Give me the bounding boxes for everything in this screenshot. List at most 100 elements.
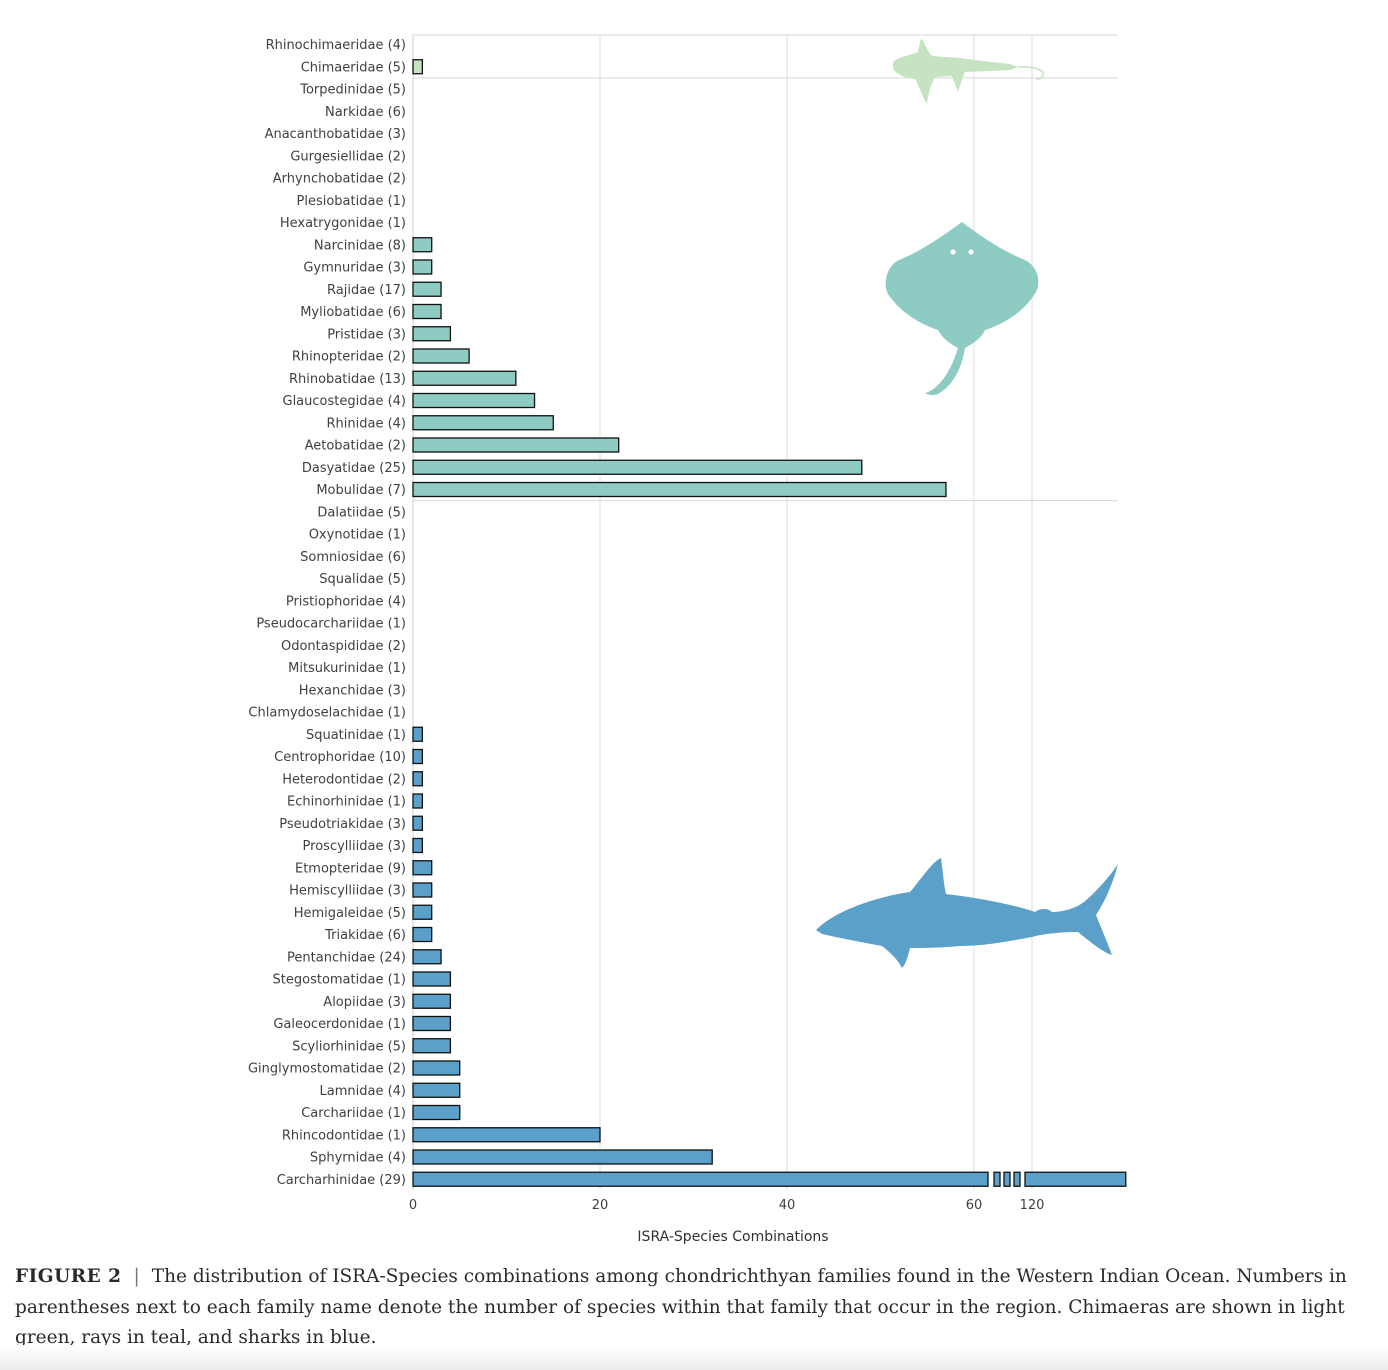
category-label: Chlamydoselachidae (1) — [248, 706, 406, 721]
category-label: Somniosidae (6) — [300, 550, 406, 565]
bar — [412, 860, 433, 876]
category-label: Hemigaleidae (5) — [294, 906, 406, 921]
category-label: Chimaeridae (5) — [301, 60, 406, 75]
category-label: Plesiobatidae (1) — [297, 194, 406, 209]
category-label: Mitsukurinidae (1) — [288, 661, 406, 676]
category-label: Aetobatidae (2) — [305, 439, 406, 454]
bar-break-segment — [1013, 1171, 1021, 1187]
bar — [412, 993, 452, 1009]
bar — [412, 459, 863, 475]
category-label: Rhinopteridae (2) — [292, 350, 406, 365]
bar — [412, 59, 424, 75]
bar — [412, 815, 424, 831]
category-label: Lamnidae (4) — [320, 1084, 407, 1099]
bar — [412, 1060, 461, 1076]
x-axis-title: ISRA-Species Combinations — [637, 1229, 828, 1245]
category-label: Hexanchidae (3) — [299, 683, 406, 698]
bar — [412, 1015, 452, 1032]
bar — [412, 971, 452, 987]
category-label: Pristiophoridae (4) — [286, 594, 406, 609]
category-label: Rajidae (17) — [327, 283, 406, 298]
category-label: Echinorhinidae (1) — [287, 795, 406, 810]
bar — [412, 926, 433, 943]
bar — [412, 348, 470, 364]
category-label: Sphyrnidae (4) — [310, 1151, 406, 1166]
category-label: Scyliorhinidae (5) — [292, 1039, 406, 1054]
bar — [412, 237, 433, 253]
bar — [412, 1104, 461, 1121]
bar — [412, 726, 424, 742]
bar — [412, 949, 442, 965]
x-tick-labels: 0 20 40 60 120 — [409, 1198, 1045, 1213]
category-label: Alopiidae (3) — [323, 995, 406, 1010]
category-labels: Rhinochimaeridae (4) Chimaeridae (5) Torpe… — [248, 38, 406, 1188]
category-label: Myliobatidae (6) — [300, 305, 406, 320]
x-tick-label: 60 — [966, 1198, 983, 1213]
category-label: Hexatrygonidae (1) — [280, 216, 406, 231]
category-label: Gymnuridae (3) — [303, 261, 406, 276]
bar-break-segment — [1003, 1171, 1011, 1187]
x-tick-label: 120 — [1020, 1198, 1045, 1213]
category-label: Torpedinidae (5) — [299, 83, 406, 98]
bars — [412, 59, 1127, 1187]
bar — [412, 1127, 601, 1143]
category-label: Odontaspididae (2) — [281, 639, 406, 654]
bar — [412, 748, 424, 765]
caption-text: The distribution of ISRA-Species combina… — [15, 1266, 1347, 1348]
bar — [412, 415, 554, 431]
bar — [412, 303, 442, 320]
bar-chart: Rhinochimaeridae (4) Chimaeridae (5) Torpe… — [248, 34, 1127, 1245]
category-label: Arhynchobatidae (2) — [273, 172, 406, 187]
bar — [412, 1149, 713, 1165]
category-label: Rhinobatidae (13) — [289, 372, 406, 387]
bar — [412, 392, 536, 409]
category-label: Narcinidae (8) — [314, 238, 406, 253]
category-label: Anacanthobatidae (3) — [265, 127, 406, 142]
x-tick-label: 0 — [409, 1198, 417, 1213]
bar — [412, 793, 424, 809]
bar — [412, 481, 947, 498]
bar — [412, 437, 620, 453]
category-label: Rhinochimaeridae (4) — [266, 38, 406, 53]
bar — [412, 837, 424, 854]
figure-caption: FIGURE 2 | The distribution of ISRA-Specie… — [15, 1262, 1365, 1354]
category-label: Rhincodontidae (1) — [282, 1128, 406, 1143]
bar-break-segment — [993, 1171, 1001, 1187]
bar — [412, 904, 433, 920]
bar — [412, 259, 433, 275]
category-label: Squatinidae (1) — [306, 728, 406, 743]
category-label: Pristidae (3) — [327, 327, 406, 342]
category-label: Dasyatidae (25) — [302, 461, 406, 476]
shark-silhouette — [816, 858, 1118, 968]
bar — [412, 1171, 989, 1187]
group-separators — [413, 34, 1118, 502]
category-label: Pentanchidae (24) — [287, 950, 406, 965]
category-label: Oxynotidae (1) — [309, 528, 406, 543]
page-bottom-shadow — [0, 1345, 1388, 1370]
category-label: Etmopteridae (9) — [295, 861, 406, 876]
category-label: Dalatiidae (5) — [317, 505, 406, 520]
chimaera-silhouette — [893, 39, 1044, 104]
category-label: Triakidae (6) — [324, 928, 406, 943]
bar — [412, 882, 433, 898]
category-label: Centrophoridae (10) — [274, 750, 406, 765]
bar — [412, 281, 442, 297]
category-label: Heterodontidae (2) — [282, 772, 406, 787]
category-label: Proscylliidae (3) — [303, 839, 406, 854]
bar — [412, 1082, 461, 1098]
category-label: Mobulidae (7) — [316, 483, 406, 498]
category-label: Galeocerdonidae (1) — [273, 1017, 406, 1032]
figure-label: FIGURE 2 — [15, 1266, 122, 1287]
category-label: Pseudocarchariidae (1) — [256, 617, 406, 632]
bar — [1024, 1171, 1127, 1187]
category-label: Rhinidae (4) — [327, 416, 407, 431]
category-label: Pseudotriakidae (3) — [279, 817, 406, 832]
category-label: Hemiscylliidae (3) — [289, 884, 406, 899]
category-label: Glaucostegidae (4) — [283, 394, 407, 409]
category-label: Stegostomatidae (1) — [273, 973, 406, 988]
caption-separator: | — [133, 1266, 140, 1287]
category-label: Carchariidae (1) — [301, 1106, 406, 1121]
ray-silhouette — [885, 222, 1039, 396]
category-label: Gurgesiellidae (2) — [290, 149, 406, 164]
gridlines — [412, 35, 1033, 1190]
